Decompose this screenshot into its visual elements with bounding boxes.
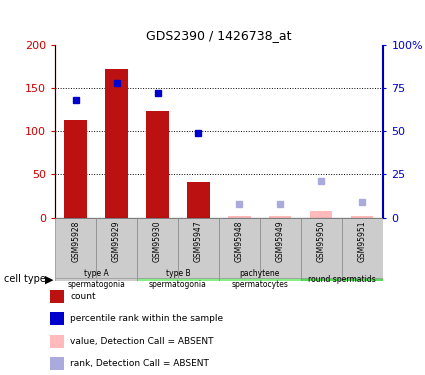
Text: GSM95948: GSM95948 xyxy=(235,220,244,262)
Bar xyxy=(178,217,219,278)
Text: pachytene
spermatocytes: pachytene spermatocytes xyxy=(231,270,288,289)
Text: percentile rank within the sample: percentile rank within the sample xyxy=(71,314,224,323)
Bar xyxy=(55,278,137,281)
Bar xyxy=(351,216,373,217)
Bar xyxy=(146,111,169,218)
Bar xyxy=(105,69,128,218)
Text: rank, Detection Call = ABSENT: rank, Detection Call = ABSENT xyxy=(71,359,209,368)
Bar xyxy=(219,217,260,278)
Bar xyxy=(187,182,210,218)
Bar xyxy=(50,312,64,325)
Text: round spermatids: round spermatids xyxy=(308,274,375,284)
Bar xyxy=(137,217,178,278)
Text: GSM95949: GSM95949 xyxy=(276,220,285,262)
Text: type B
spermatogonia: type B spermatogonia xyxy=(149,270,207,289)
Bar xyxy=(50,290,64,303)
Text: GSM95928: GSM95928 xyxy=(71,220,80,262)
Bar xyxy=(50,357,64,370)
Bar xyxy=(300,217,342,278)
Bar xyxy=(96,217,137,278)
Bar xyxy=(50,335,64,348)
Bar xyxy=(300,278,382,281)
Bar xyxy=(228,216,251,217)
Bar xyxy=(137,278,219,281)
Bar xyxy=(310,211,332,218)
Text: value, Detection Call = ABSENT: value, Detection Call = ABSENT xyxy=(71,337,214,346)
Text: GSM95951: GSM95951 xyxy=(357,220,366,262)
Text: GSM95930: GSM95930 xyxy=(153,220,162,262)
Bar xyxy=(219,278,300,281)
Bar xyxy=(260,217,300,278)
Text: GSM95947: GSM95947 xyxy=(194,220,203,262)
Bar xyxy=(65,120,87,218)
Bar xyxy=(269,216,292,217)
Text: cell type: cell type xyxy=(4,274,46,284)
Text: type A
spermatogonia: type A spermatogonia xyxy=(67,270,125,289)
Title: GDS2390 / 1426738_at: GDS2390 / 1426738_at xyxy=(146,30,292,42)
Bar xyxy=(55,217,96,278)
Text: count: count xyxy=(71,292,96,301)
Text: GSM95929: GSM95929 xyxy=(112,220,121,262)
Bar xyxy=(342,217,383,278)
Text: GSM95950: GSM95950 xyxy=(317,220,326,262)
Text: ▶: ▶ xyxy=(45,274,53,284)
